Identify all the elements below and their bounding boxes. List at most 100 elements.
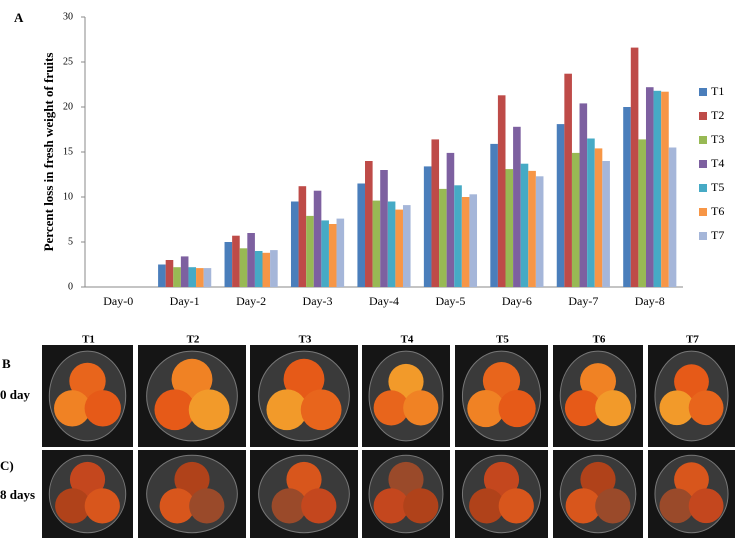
legend-swatch bbox=[699, 136, 707, 144]
legend-swatch bbox=[699, 112, 707, 120]
fruit bbox=[189, 389, 230, 430]
figure: A Percent loss in fresh weight of fruits… bbox=[0, 0, 737, 538]
x-tick-label: Day-0 bbox=[103, 294, 133, 308]
bar bbox=[536, 176, 544, 287]
bar bbox=[388, 202, 396, 288]
bar bbox=[602, 161, 610, 287]
fruit bbox=[85, 488, 120, 523]
bar bbox=[337, 219, 345, 287]
legend-label: T4 bbox=[711, 156, 724, 170]
bar bbox=[505, 169, 513, 287]
legend-label: T7 bbox=[711, 228, 724, 242]
bar bbox=[424, 166, 432, 287]
column-label: T6 bbox=[593, 334, 606, 346]
bar bbox=[623, 107, 631, 287]
fruit bbox=[403, 488, 438, 523]
fruit bbox=[189, 488, 224, 523]
x-tick-label: Day-1 bbox=[170, 294, 200, 308]
bar bbox=[564, 74, 572, 287]
bar bbox=[291, 202, 299, 288]
column-label: T3 bbox=[299, 334, 312, 346]
bar bbox=[299, 186, 307, 287]
fruit bbox=[85, 390, 121, 426]
panel-label: B bbox=[2, 356, 11, 371]
panel-label: C) bbox=[0, 458, 14, 473]
y-axis-label: Percent loss in fresh weight of fruits bbox=[41, 53, 56, 252]
bar bbox=[646, 87, 654, 287]
legend-label: T2 bbox=[711, 108, 724, 122]
column-label: T2 bbox=[187, 334, 200, 346]
bar bbox=[490, 144, 498, 287]
bar bbox=[263, 253, 271, 287]
bar bbox=[638, 139, 646, 287]
y-tick-label: 0 bbox=[68, 281, 73, 292]
fruit bbox=[689, 488, 724, 523]
bar bbox=[469, 194, 477, 287]
fruit bbox=[301, 488, 336, 523]
bar bbox=[314, 191, 322, 287]
bar bbox=[306, 216, 314, 287]
bar bbox=[181, 256, 189, 287]
fruit bbox=[595, 488, 630, 523]
x-tick-label: Day-4 bbox=[369, 294, 399, 308]
bar bbox=[196, 268, 204, 287]
bar bbox=[188, 267, 196, 287]
x-tick-label: Day-6 bbox=[502, 294, 532, 308]
bar bbox=[204, 268, 212, 287]
column-label: T1 bbox=[82, 334, 95, 346]
legend-swatch bbox=[699, 208, 707, 216]
legend-swatch bbox=[699, 184, 707, 192]
legend-label: T5 bbox=[711, 180, 724, 194]
row-label: 8 days bbox=[0, 487, 35, 502]
fruit bbox=[595, 390, 631, 426]
bar bbox=[454, 185, 462, 287]
bar bbox=[528, 171, 536, 287]
legend-swatch bbox=[699, 160, 707, 168]
bar bbox=[669, 148, 677, 288]
y-tick-label: 25 bbox=[63, 56, 73, 67]
fruit bbox=[499, 390, 536, 427]
legend-label: T6 bbox=[711, 204, 724, 218]
legend-swatch bbox=[699, 88, 707, 96]
x-tick-label: Day-5 bbox=[435, 294, 465, 308]
fruit bbox=[403, 390, 438, 425]
bar bbox=[270, 250, 278, 287]
fruit bbox=[689, 390, 724, 425]
y-tick-label: 30 bbox=[63, 11, 73, 22]
bar bbox=[521, 164, 529, 287]
bar bbox=[595, 148, 603, 287]
bar bbox=[365, 161, 373, 287]
bar bbox=[431, 139, 439, 287]
column-label: T5 bbox=[496, 334, 509, 346]
legend-label: T3 bbox=[711, 132, 724, 146]
x-tick-label: Day-8 bbox=[635, 294, 665, 308]
bar bbox=[380, 170, 388, 287]
bar bbox=[240, 248, 248, 287]
bar bbox=[403, 205, 411, 287]
x-tick-label: Day-2 bbox=[236, 294, 266, 308]
column-label: T4 bbox=[401, 334, 414, 346]
bar bbox=[587, 139, 595, 288]
bar bbox=[513, 127, 521, 287]
column-label: T7 bbox=[686, 334, 699, 346]
bar bbox=[321, 220, 329, 287]
x-tick-label: Day-7 bbox=[568, 294, 598, 308]
x-tick-label: Day-3 bbox=[303, 294, 333, 308]
bar bbox=[572, 153, 580, 287]
bar bbox=[357, 184, 365, 288]
bar bbox=[232, 236, 240, 287]
bar bbox=[329, 224, 337, 287]
fruit bbox=[499, 488, 534, 523]
row-label: 0 day bbox=[0, 387, 30, 402]
y-tick-label: 10 bbox=[63, 191, 73, 202]
bar bbox=[166, 260, 174, 287]
bar bbox=[173, 267, 181, 287]
bar bbox=[580, 103, 588, 287]
bar bbox=[557, 124, 565, 287]
y-tick-label: 20 bbox=[63, 101, 73, 112]
bar bbox=[447, 153, 455, 287]
legend-label: T1 bbox=[711, 84, 724, 98]
bar bbox=[373, 201, 381, 287]
bar bbox=[395, 210, 403, 287]
y-tick-label: 15 bbox=[63, 146, 73, 157]
